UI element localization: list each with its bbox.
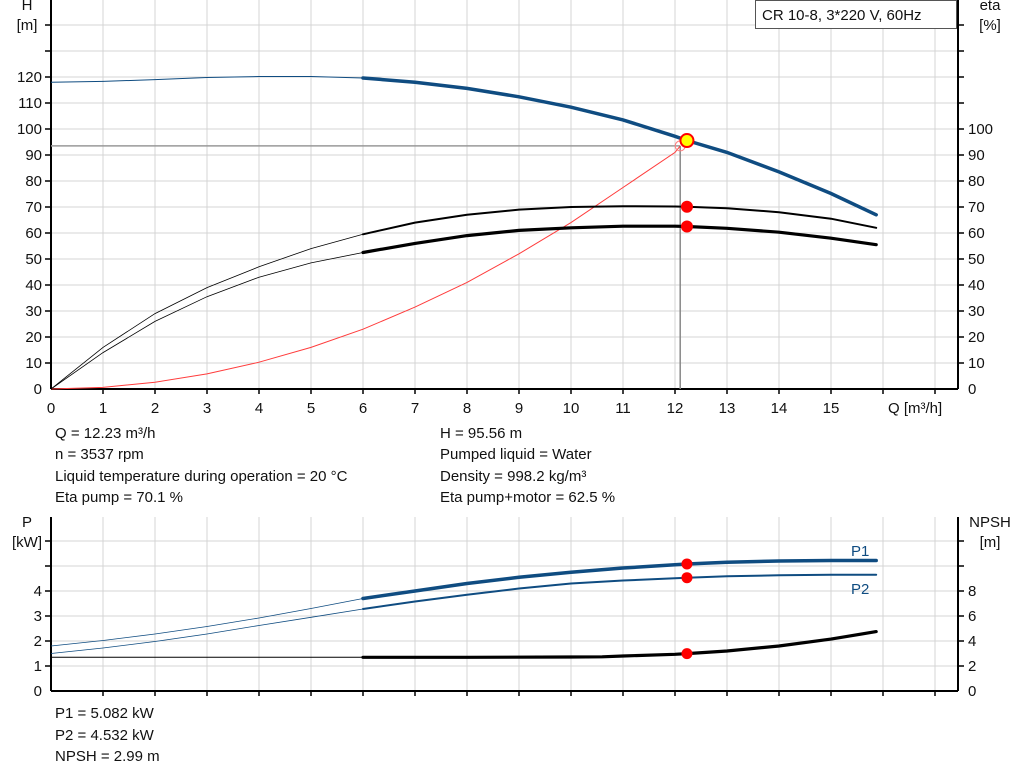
duty-point-marker <box>679 133 695 149</box>
p1-curve-thin <box>50 598 364 647</box>
top-y-label: H <box>22 0 33 14</box>
top-y-tick-label: 120 <box>17 69 42 86</box>
top-y-tick-label: 80 <box>25 173 42 190</box>
p2-marker <box>681 572 693 584</box>
top-y-tick-label: 0 <box>34 381 42 398</box>
bottom-y-tick-label: 3 <box>34 608 42 625</box>
top-x-tick-label: 6 <box>359 400 367 417</box>
npsh-curve <box>361 630 878 659</box>
top-x-label: Q [m³/h] <box>888 400 942 417</box>
eta-pump-marker <box>680 200 693 213</box>
bottom-y-right-tick-label: 2 <box>968 658 976 675</box>
system-curve <box>50 145 681 390</box>
bottom-y-right-tick-label: 6 <box>968 608 976 625</box>
top-x-tick-label: 15 <box>823 400 840 417</box>
bottom-y-tick-label: 2 <box>34 633 42 650</box>
top-y-right-tick-label: 30 <box>968 303 985 320</box>
p2-curve-thin <box>50 608 364 654</box>
top-y-tick-label: 30 <box>25 303 42 320</box>
bottom-y-tick-label: 4 <box>34 583 42 600</box>
eta-pump-motor-curve <box>361 224 878 255</box>
top-x-tick-label: 10 <box>563 400 580 417</box>
bottom-y-right-tick-label: 4 <box>968 633 976 650</box>
info-liquid-temp: Liquid temperature during operation = 20… <box>55 468 348 485</box>
bottom-y-label: P <box>22 514 32 531</box>
bottom-y-right-tick-label: 8 <box>968 583 976 600</box>
top-y-right-tick-label: 70 <box>968 199 985 216</box>
info-eta-pump: Eta pump = 70.1 % <box>55 489 183 506</box>
top-x-tick-label: 12 <box>667 400 684 417</box>
eta-pump-curve-thin <box>50 233 364 390</box>
top-y-tick-label: 110 <box>18 95 42 112</box>
top-y-tick-label: 70 <box>25 199 42 216</box>
top-x-tick-label: 8 <box>463 400 471 417</box>
bottom-y-tick-label: 1 <box>34 658 42 675</box>
top-y-right-label: eta <box>980 0 1002 14</box>
top-y-right-tick-label: 60 <box>968 225 985 242</box>
top-x-tick-label: 7 <box>411 400 419 417</box>
top-x-tick-label: 9 <box>515 400 523 417</box>
info-p2: P2 = 4.532 kW <box>55 727 154 744</box>
top-x-tick-label: 4 <box>255 400 263 417</box>
title-box <box>755 0 957 29</box>
top-y-right-tick-label: 20 <box>968 329 985 346</box>
info-speed: n = 3537 rpm <box>55 446 144 463</box>
info-head: H = 95.56 m <box>440 425 523 442</box>
top-x-tick-label: 0 <box>47 400 55 417</box>
p1-label: P1 <box>851 543 869 560</box>
p2-curve <box>362 573 878 610</box>
top-y-tick-label: 10 <box>25 355 42 372</box>
info-q: Q = 12.23 m³/h <box>55 425 156 442</box>
info-pumped-liquid: Pumped liquid = Water <box>440 446 592 463</box>
head-curve <box>361 76 878 217</box>
npsh-marker <box>681 648 693 660</box>
p1-curve <box>361 558 878 601</box>
bottom-y-right-label: NPSH <box>969 514 1011 531</box>
top-y-tick-label: 40 <box>25 277 42 294</box>
top-x-tick-label: 13 <box>719 400 736 417</box>
info-eta-total: Eta pump+motor = 62.5 % <box>440 489 616 506</box>
title-box-text: CR 10-8, 3*220 V, 60Hz <box>762 7 922 24</box>
top-y-tick-label: 60 <box>25 225 42 242</box>
top-y-unit: [m] <box>17 17 38 34</box>
top-y-right-tick-label: 50 <box>968 251 985 268</box>
bottom-y-unit: [kW] <box>12 534 42 551</box>
top-y-right-tick-label: 40 <box>968 277 985 294</box>
top-x-tick-label: 11 <box>615 400 631 417</box>
top-x-tick-label: 3 <box>203 400 211 417</box>
info-density: Density = 998.2 kg/m³ <box>440 468 587 485</box>
top-y-tick-label: 20 <box>25 329 42 346</box>
top-y-right-unit: [%] <box>979 17 1001 34</box>
top-y-right-tick-label: 0 <box>968 381 976 398</box>
top-y-right-tick-label: 80 <box>968 173 985 190</box>
top-y-right-tick-label: 90 <box>968 147 985 164</box>
top-y-tick-label: 100 <box>17 121 42 138</box>
info-p1: P1 = 5.082 kW <box>55 705 154 722</box>
p1-marker <box>681 558 693 570</box>
head-curve-thin <box>50 76 364 83</box>
top-x-tick-label: 2 <box>151 400 159 417</box>
eta-total-marker <box>680 220 693 233</box>
bottom-y-right-tick-label: 0 <box>968 683 976 700</box>
top-y-tick-label: 50 <box>25 251 42 268</box>
eta-pump-motor-curve-thin <box>50 252 364 390</box>
top-y-right-tick-label: 10 <box>968 355 985 372</box>
top-y-right-tick-label: 100 <box>968 121 993 138</box>
top-x-tick-label: 5 <box>307 400 315 417</box>
bottom-y-tick-label: 0 <box>34 683 42 700</box>
eta-pump-curve <box>362 205 878 236</box>
bottom-y-right-unit: [m] <box>980 534 1001 551</box>
top-x-tick-label: 1 <box>99 400 107 417</box>
p2-label: P2 <box>851 581 869 598</box>
top-y-tick-label: 90 <box>25 147 42 164</box>
top-x-tick-label: 14 <box>771 400 788 417</box>
info-npsh: NPSH = 2.99 m <box>55 748 160 765</box>
